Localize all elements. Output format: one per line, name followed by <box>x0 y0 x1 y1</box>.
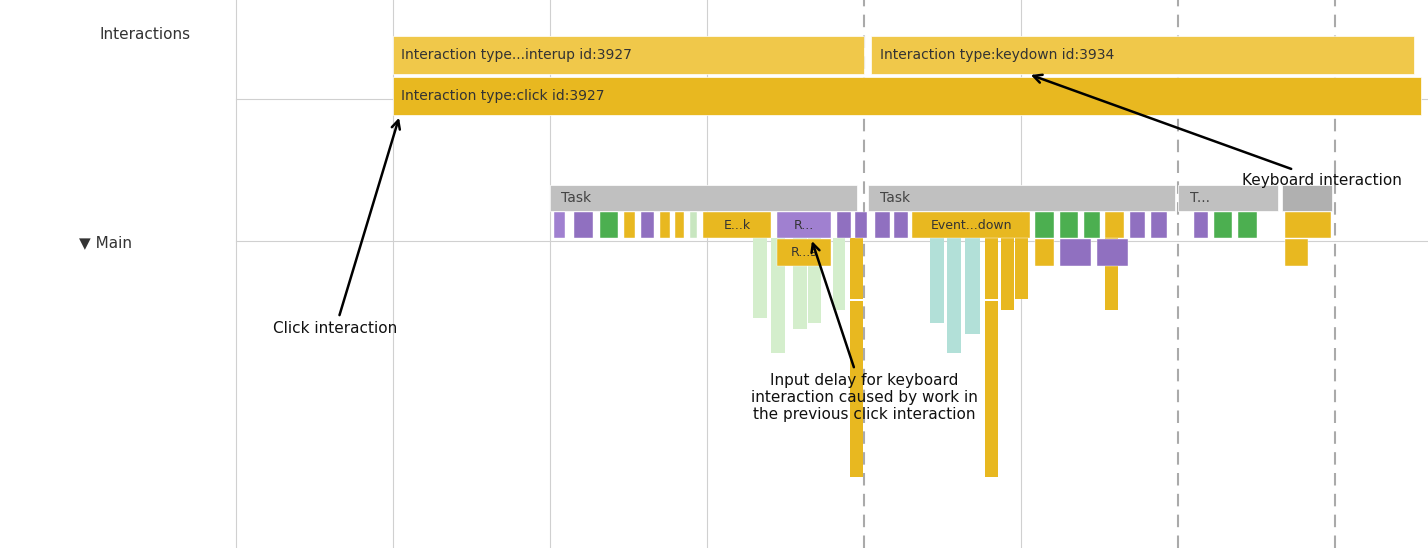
Bar <box>1035 212 1054 238</box>
Bar <box>777 239 831 266</box>
Bar <box>1035 239 1054 266</box>
Text: Interactions: Interactions <box>100 27 191 42</box>
Text: Click interaction: Click interaction <box>273 121 400 335</box>
Text: E...k: E...k <box>724 219 750 232</box>
Bar <box>1285 239 1308 266</box>
Bar <box>833 238 845 310</box>
Text: T...: T... <box>1190 191 1210 205</box>
Bar <box>808 238 821 323</box>
Bar <box>855 212 867 238</box>
Bar <box>947 238 961 353</box>
Bar <box>1105 212 1124 238</box>
Text: Event...down: Event...down <box>930 219 1012 232</box>
Bar <box>868 185 1175 211</box>
Bar <box>1130 212 1145 238</box>
Text: Keyboard interaction: Keyboard interaction <box>1034 75 1402 187</box>
Bar <box>1097 239 1128 266</box>
Bar <box>600 212 618 238</box>
Bar <box>985 238 998 299</box>
Bar <box>793 238 807 329</box>
Bar <box>777 212 831 238</box>
Bar <box>624 212 635 238</box>
Bar <box>393 36 864 74</box>
Bar <box>837 212 851 238</box>
Text: Interaction type:click id:3927: Interaction type:click id:3927 <box>401 89 605 103</box>
Bar <box>771 238 785 353</box>
Bar <box>1285 212 1331 238</box>
Bar <box>875 212 890 238</box>
Text: Input delay for keyboard
interaction caused by work in
the previous click intera: Input delay for keyboard interaction cau… <box>751 244 977 423</box>
Bar <box>1015 238 1028 299</box>
Bar <box>1214 212 1232 238</box>
Bar <box>554 212 565 238</box>
Text: Interaction type:keydown id:3934: Interaction type:keydown id:3934 <box>880 48 1114 62</box>
Bar <box>1238 212 1257 238</box>
Bar <box>550 185 857 211</box>
Text: Task: Task <box>561 191 591 205</box>
Text: ▼ Main: ▼ Main <box>79 236 131 250</box>
Bar <box>1060 239 1091 266</box>
Bar <box>574 212 593 238</box>
Bar <box>641 212 654 238</box>
Bar <box>1105 238 1118 310</box>
Text: Task: Task <box>880 191 910 205</box>
Bar <box>690 212 697 238</box>
Bar <box>1060 212 1078 238</box>
Bar <box>871 36 1414 74</box>
Bar <box>985 301 998 477</box>
Bar <box>850 238 863 299</box>
Bar <box>965 238 980 334</box>
Bar <box>1151 212 1167 238</box>
Bar <box>1194 212 1208 238</box>
Bar <box>912 212 1030 238</box>
Bar <box>703 212 771 238</box>
Bar <box>393 77 1421 115</box>
Bar <box>1178 185 1278 211</box>
Bar <box>675 212 684 238</box>
Text: R...: R... <box>794 219 814 232</box>
Bar <box>1282 185 1332 211</box>
Bar <box>1084 212 1100 238</box>
Bar <box>753 238 767 318</box>
Bar <box>930 238 944 323</box>
Bar <box>894 212 908 238</box>
Bar <box>660 212 670 238</box>
Text: Interaction type...interup id:3927: Interaction type...interup id:3927 <box>401 48 633 62</box>
Text: R...s: R...s <box>791 246 817 259</box>
Bar <box>1001 238 1014 310</box>
Bar <box>850 301 863 477</box>
